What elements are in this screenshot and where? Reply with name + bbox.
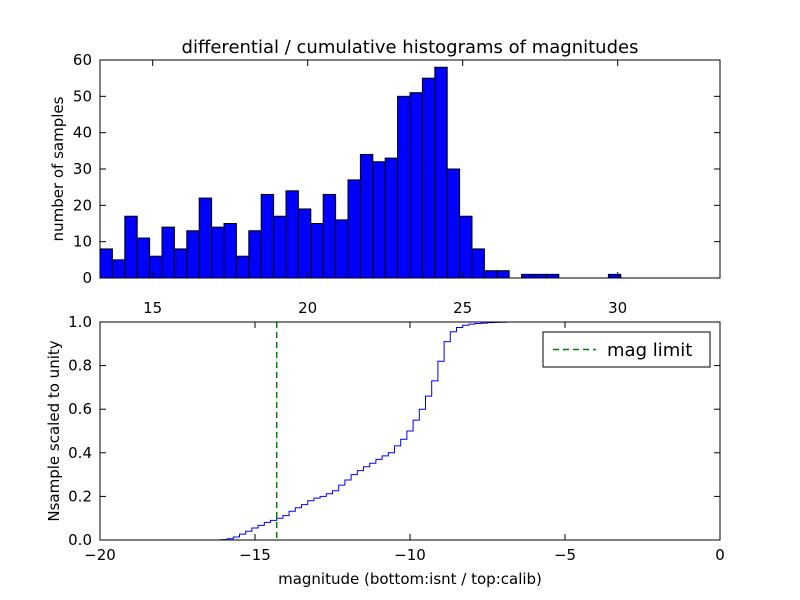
histogram-bar [161, 226, 175, 279]
histogram-bar [322, 193, 337, 279]
x-tick-label: −15 [239, 546, 271, 564]
legend-label: mag limit [607, 340, 692, 361]
y-tick-label: 10 [73, 233, 92, 251]
histogram-bar [273, 215, 287, 279]
histogram-bar [99, 248, 113, 279]
histogram-bar [483, 270, 498, 279]
y-tick-label: 20 [73, 196, 92, 214]
histogram-bar [186, 230, 200, 279]
x-tick-label: 15 [143, 299, 162, 317]
x-tick-label: 25 [453, 299, 472, 317]
bottom-xlabel: magnitude (bottom:isnt / top:calib) [278, 570, 542, 588]
histogram-bar [335, 219, 349, 279]
y-tick-label: 60 [73, 51, 92, 69]
chart-title: differential / cumulative histograms of … [182, 37, 639, 58]
histogram-bar [260, 193, 275, 279]
y-tick-label: 40 [73, 124, 92, 142]
top-ylabel: number of samples [49, 96, 67, 241]
histogram-bar [397, 95, 411, 279]
histogram-bar [297, 208, 312, 279]
histogram-bar [235, 255, 250, 279]
histogram-bar [310, 223, 324, 279]
histogram-bar [459, 215, 473, 279]
histogram-bar [533, 273, 547, 279]
bottom-plot-frame [99, 321, 721, 541]
y-tick-label: 1.0 [68, 313, 92, 331]
top-ticks: 0 10 20 30 40 50 60 15 20 25 30 [73, 51, 720, 317]
x-tick-label: −20 [84, 546, 116, 564]
x-tick-label: 20 [298, 299, 317, 317]
bottom-ticks: 0.0 0.2 0.4 0.6 0.8 1.0 −20 −15 −10 −5 0 [68, 313, 725, 564]
bottom-cumulative-panel: 0.0 0.2 0.4 0.6 0.8 1.0 −20 −15 −10 −5 0 mag limit… [45, 313, 725, 588]
x-tick-label: −5 [554, 546, 576, 564]
bottom-ylabel: Nsample scaled to unity [45, 340, 63, 521]
legend: mag limit [542, 331, 711, 368]
y-tick-label: 30 [73, 160, 92, 178]
y-tick-label: 0.4 [68, 444, 92, 462]
histogram-bar [359, 153, 374, 279]
histogram-bar [545, 273, 560, 279]
x-tick-label: −10 [394, 546, 426, 564]
histogram-bar [285, 190, 299, 279]
histogram-bar [124, 215, 138, 279]
histogram-bar [211, 226, 225, 279]
y-tick-label: 0 [82, 269, 92, 287]
top-bars [99, 66, 622, 279]
y-tick-label: 0.6 [68, 400, 92, 418]
histogram-bar [372, 161, 386, 279]
y-tick-label: 50 [73, 87, 92, 105]
histogram-bar [521, 273, 535, 279]
y-tick-label: 0.2 [68, 487, 92, 505]
legend-box [542, 331, 711, 368]
histogram-bar [446, 168, 461, 279]
histogram-bar [421, 77, 436, 279]
histogram-bar [384, 157, 399, 279]
top-plot-frame [99, 59, 721, 279]
x-tick-label: 0 [715, 546, 725, 564]
histogram-bar [149, 255, 163, 279]
histogram-bar [347, 179, 361, 279]
histogram-bar [471, 248, 485, 279]
histogram-bar [496, 270, 510, 279]
x-tick-label: 30 [608, 299, 627, 317]
histogram-bar [173, 248, 188, 279]
cumulative-step-line [100, 321, 721, 541]
histogram-bar [111, 259, 126, 279]
histogram-bar [607, 273, 622, 279]
y-tick-label: 0.8 [68, 357, 92, 375]
histogram-bar [248, 230, 262, 279]
histogram-bar [434, 66, 448, 279]
histogram-bar [136, 237, 151, 279]
top-histogram-panel: differential / cumulative histograms of … [49, 37, 721, 317]
y-tick-label: 0.0 [68, 531, 92, 549]
histogram-bar [223, 223, 237, 279]
histogram-bar [198, 197, 213, 279]
histogram-bar [409, 92, 423, 279]
